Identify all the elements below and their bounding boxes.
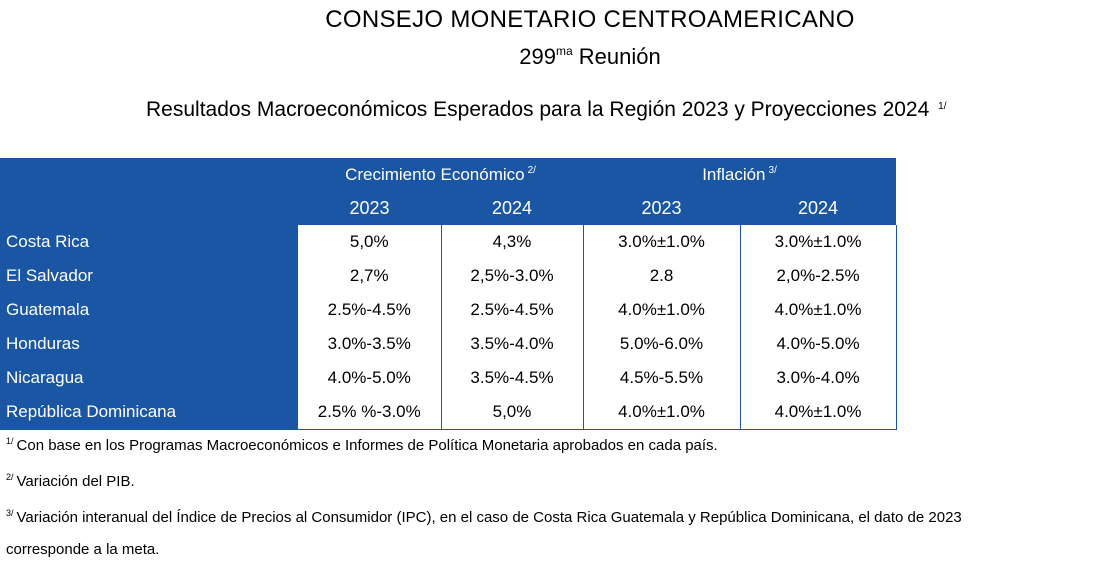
- growth-2023-cell: 3.0%-3.5%: [298, 327, 442, 361]
- blank-header-cell: [0, 158, 298, 192]
- growth-group-header: Crecimiento Económico 2/: [298, 158, 584, 192]
- inflation-2024-cell: 3.0%-4.0%: [740, 361, 897, 395]
- growth-2024-cell: 3.5%-4.0%: [441, 327, 584, 361]
- report-subtitle: Resultados Macroeconómicos Esperados par…: [146, 98, 946, 122]
- footnote-3-continued: corresponde a la meta.: [6, 541, 160, 558]
- country-cell: Nicaragua: [0, 361, 298, 395]
- growth-2024-cell: 4,3%: [441, 225, 584, 259]
- table-row: Honduras 3.0%-3.5% 3.5%-4.0% 5.0%-6.0% 4.0%-…: [0, 327, 897, 361]
- inflation-2023-cell: 2.8: [583, 259, 741, 293]
- blank-header-cell: [0, 192, 298, 225]
- year-header-row: 2023 2024 2023 2024: [0, 192, 897, 225]
- growth-2024-cell: 2,5%-3.0%: [441, 259, 584, 293]
- footnote-3: 3/Variación interanual del Índice de Pre…: [6, 508, 962, 526]
- table-row: El Salvador 2,7% 2,5%-3.0% 2.8 2,0%-2.5%: [0, 259, 897, 293]
- subtitle-text: Resultados Macroeconómicos Esperados par…: [146, 98, 930, 121]
- macro-results-table: Crecimiento Económico 2/ Inflación 3/ 2023…: [0, 158, 897, 430]
- country-cell: Costa Rica: [0, 225, 298, 259]
- group-header-row: Crecimiento Económico 2/ Inflación 3/: [0, 158, 897, 192]
- inflation-2023-cell: 4.0%±1.0%: [583, 293, 741, 327]
- country-cell: Honduras: [0, 327, 298, 361]
- footnote-1: 1/Con base en los Programas Macroeconómi…: [6, 436, 718, 454]
- year-header: 2023: [298, 192, 441, 225]
- footnote-2: 2/Variación del PIB.: [6, 472, 135, 490]
- year-header: 2023: [583, 192, 741, 225]
- inflation-2024-cell: 4.0%±1.0%: [740, 395, 897, 430]
- meeting-number: 299: [519, 44, 556, 69]
- inflation-2024-cell: 2,0%-2.5%: [740, 259, 897, 293]
- inflation-2024-cell: 4.0%-5.0%: [740, 327, 897, 361]
- growth-2024-cell: 5,0%: [441, 395, 584, 430]
- growth-2023-cell: 5,0%: [298, 225, 442, 259]
- inflation-2023-cell: 3.0%±1.0%: [583, 225, 741, 259]
- country-cell: República Dominicana: [0, 395, 298, 430]
- growth-2024-cell: 3.5%-4.5%: [441, 361, 584, 395]
- growth-2023-cell: 2.5%-4.5%: [298, 293, 442, 327]
- inflation-group-header: Inflación 3/: [583, 158, 897, 192]
- table-row: Guatemala 2.5%-4.5% 2.5%-4.5% 4.0%±1.0% 4.0%…: [0, 293, 897, 327]
- meeting-word: Reunión: [578, 44, 661, 69]
- country-cell: Guatemala: [0, 293, 298, 327]
- meeting-label: 299ma Reunión: [0, 44, 1108, 70]
- organization-title: CONSEJO MONETARIO CENTROAMERICANO: [325, 6, 855, 33]
- growth-2024-cell: 2.5%-4.5%: [441, 293, 584, 327]
- inflation-2024-cell: 3.0%±1.0%: [740, 225, 897, 259]
- table-row: Nicaragua 4.0%-5.0% 3.5%-4.5% 4.5%-5.5% 3.0%…: [0, 361, 897, 395]
- year-header: 2024: [441, 192, 584, 225]
- growth-2023-cell: 2.5% %-3.0%: [298, 395, 442, 430]
- country-cell: El Salvador: [0, 259, 298, 293]
- growth-2023-cell: 4.0%-5.0%: [298, 361, 442, 395]
- meeting-ordinal: ma: [555, 44, 573, 58]
- inflation-2024-cell: 4.0%±1.0%: [740, 293, 897, 327]
- subtitle-footnote-mark: 1/: [938, 101, 947, 112]
- table-row: Costa Rica 5,0% 4,3% 3.0%±1.0% 3.0%±1.0%: [0, 225, 897, 259]
- inflation-2023-cell: 5.0%-6.0%: [583, 327, 741, 361]
- table-row: República Dominicana 2.5% %-3.0% 5,0% 4.0%±…: [0, 395, 897, 430]
- inflation-2023-cell: 4.0%±1.0%: [583, 395, 741, 430]
- year-header: 2024: [740, 192, 897, 225]
- inflation-2023-cell: 4.5%-5.5%: [583, 361, 741, 395]
- growth-2023-cell: 2,7%: [298, 259, 442, 293]
